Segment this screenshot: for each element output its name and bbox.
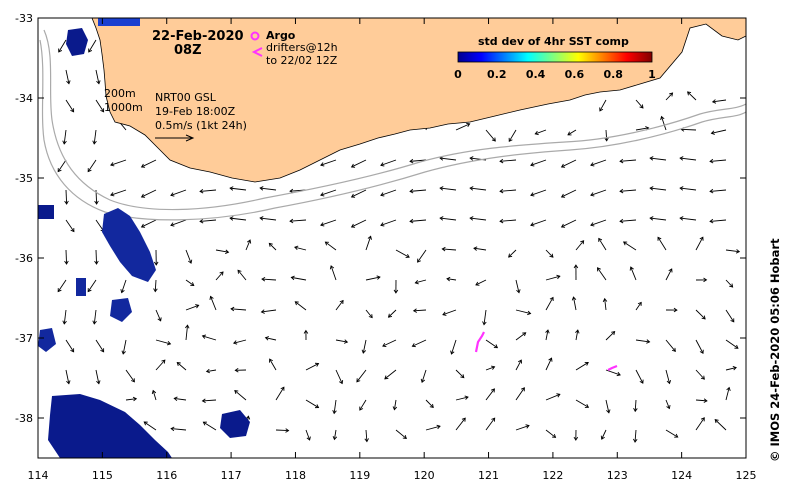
colorbar-tick-label: 0 [454,68,462,81]
current-arrow [276,430,289,431]
lat-tick-label: -33 [15,12,33,25]
colorbar-tick-label: 0.2 [487,68,507,81]
cloud-patch-small [76,278,86,296]
lon-tick-label: 124 [671,469,692,482]
scale-label: 0.5m/s (1kt 24h) [155,119,247,132]
lon-tick-label: 122 [542,469,563,482]
lon-tick-label: 117 [221,469,242,482]
cloud-patch-top [98,18,140,26]
lon-tick-label: 114 [28,469,49,482]
product-label: NRT00 GSL [155,91,217,104]
current-arrow [96,250,97,264]
credit-label: © IMOS 24-Feb-2020 05:06 Hobart [768,238,782,462]
colorbar-tick-label: 0.4 [526,68,546,81]
lat-tick-label: -34 [15,92,33,105]
colorbar-title: std dev of 4hr SST comp [478,35,629,48]
lat-tick-label: -35 [15,172,33,185]
current-arrow [66,190,67,204]
isobath-200m-label: 200m [104,87,136,100]
drifters-label: drifters@12h [266,41,338,54]
lon-tick-label: 115 [92,469,113,482]
lon-tick-label: 120 [414,469,435,482]
colorbar-tick-label: 1 [648,68,656,81]
lat-tick-label: -37 [15,332,33,345]
lat-tick-label: -36 [15,252,33,265]
cloud-patch-edge [38,205,54,219]
colorbar-tick-label: 0.6 [565,68,585,81]
date-title: 22-Feb-2020 [152,29,244,44]
lon-tick-label: 125 [736,469,757,482]
lon-tick-label: 118 [285,469,306,482]
drifters-to-label: to 22/02 12Z [266,54,338,67]
lon-tick-label: 119 [349,469,370,482]
current-arrow [66,250,67,264]
lon-tick-label: 121 [478,469,499,482]
product-time-label: 19-Feb 18:00Z [155,105,236,118]
lat-tick-label: -38 [15,412,33,425]
lon-tick-label: 116 [156,469,177,482]
lon-tick-label: 123 [607,469,628,482]
colorbar-tick-label: 0.8 [603,68,623,81]
isobath-1000m-label: 1000m [104,101,143,114]
time-title: 08Z [174,43,202,58]
colorbar [458,52,652,62]
